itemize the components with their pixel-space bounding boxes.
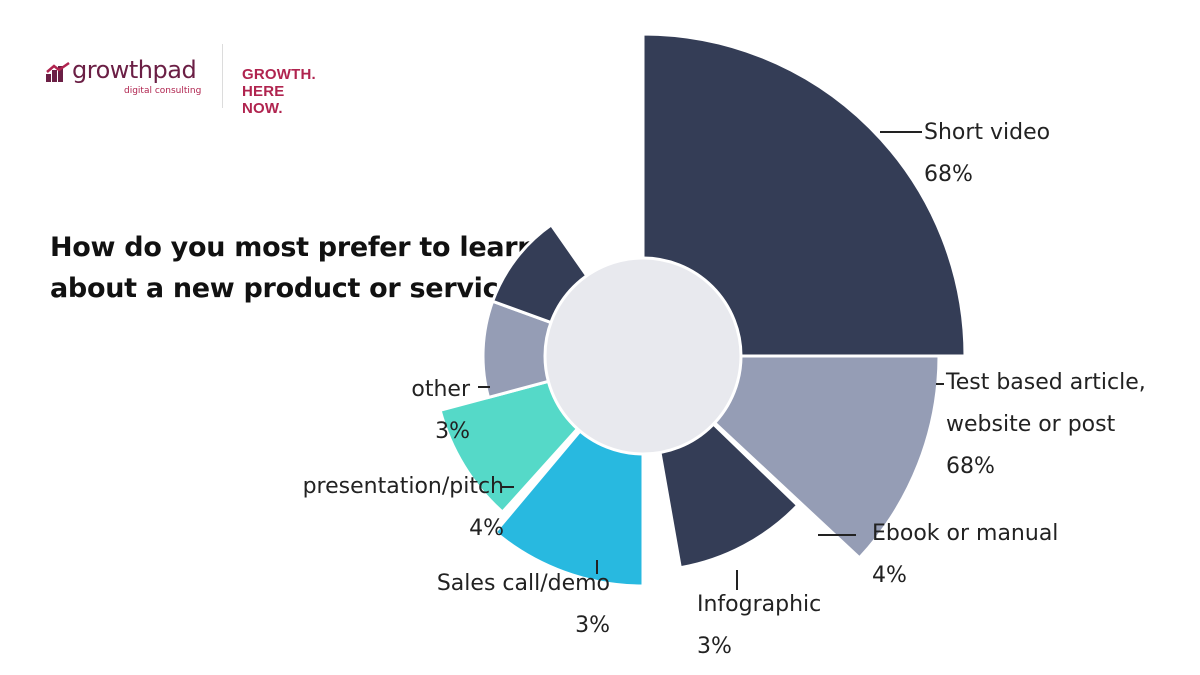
slice-name-label-4: Sales call/demo: [437, 571, 610, 596]
slice-name-label-2: Ebook or manual: [872, 521, 1058, 546]
slice-value-label-3: 3%: [697, 634, 732, 659]
slice-name-label-1: Test based article,: [945, 370, 1146, 395]
growthpad-logo[interactable]: growthpad digital consulting: [46, 56, 216, 100]
slice-name-label-0: Short video: [924, 120, 1050, 145]
slice-value-label-2: 4%: [872, 563, 907, 588]
slice-value-label-0: 68%: [924, 162, 973, 187]
header-divider: [222, 44, 223, 108]
chart-title-line-2: about a new product or service: [50, 273, 517, 304]
chart-title-line-1: How do you most prefer to learn: [50, 232, 537, 263]
brand-tagline: GROWTH. HERE NOW.: [242, 66, 316, 117]
slice-value-label-4: 3%: [575, 613, 610, 638]
chart-center-hole: [543, 256, 743, 456]
slice-value-label-6: 3%: [435, 419, 470, 444]
logo-chart-icon: [46, 62, 70, 82]
slice-0[interactable]: [641, 32, 967, 358]
logo-subtitle: digital consulting: [124, 86, 202, 96]
logo-wordmark: growthpad: [72, 56, 197, 84]
slice-name-label-5: presentation/pitch: [303, 474, 504, 499]
chart-leader-lines: [478, 131, 944, 590]
chart-title: How do you most prefer to learn about a …: [50, 227, 590, 309]
slice-value-label-1: 68%: [946, 454, 995, 479]
slice-name-label-6: other: [411, 377, 471, 402]
slice-value-label-5: 4%: [469, 516, 504, 541]
slice-name-label-3: Infographic: [697, 592, 821, 617]
slice-name-label-1: website or post: [946, 412, 1116, 437]
chart-labels: Short video 68% Test based article, website…: [303, 120, 1146, 659]
